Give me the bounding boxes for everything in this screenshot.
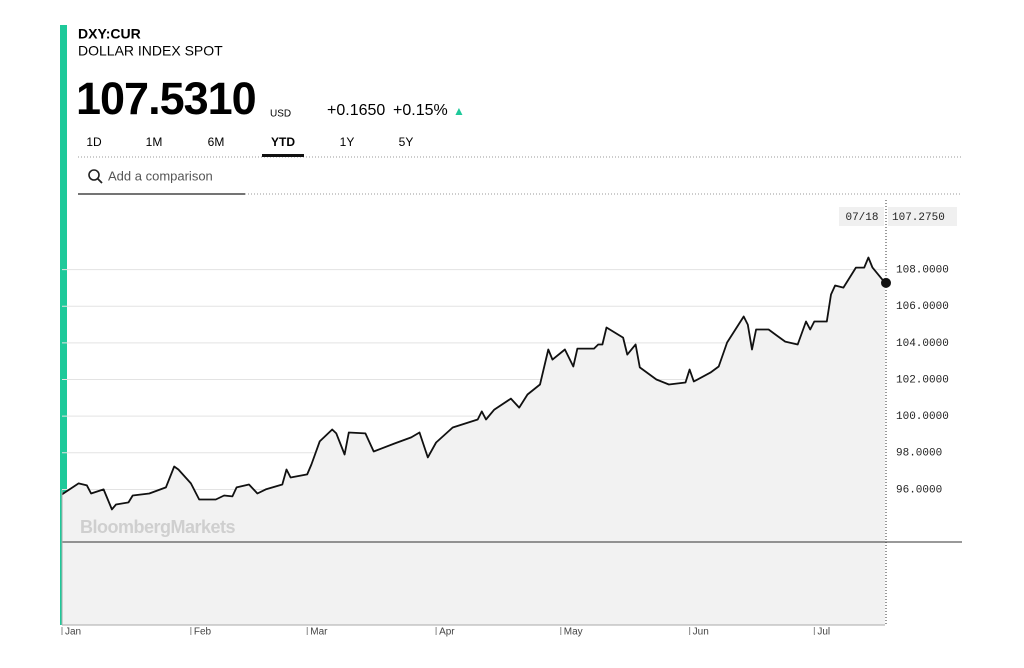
y-tick-label: 104.0000 (896, 338, 949, 350)
range-tab[interactable]: 1D (86, 135, 102, 149)
watermark: BloombergMarkets (80, 517, 236, 537)
y-tick-label: 98.0000 (896, 448, 942, 460)
crosshair-value: 107.2750 (892, 212, 945, 224)
y-tick-label: 106.0000 (896, 301, 949, 313)
tab-underline (262, 154, 304, 157)
range-tab[interactable]: 1Y (340, 135, 355, 149)
area-fill (62, 257, 885, 625)
range-tab[interactable]: YTD (271, 135, 295, 149)
y-tick-label: 102.0000 (896, 374, 949, 386)
x-tick-label: Jun (693, 627, 709, 638)
price: 107.5310 (76, 73, 256, 124)
x-tick-label: Apr (439, 627, 455, 638)
x-tick-label: Jul (817, 627, 830, 638)
x-tick-label: Jan (65, 627, 81, 638)
search-box[interactable]: Add a comparison (78, 168, 245, 195)
change-percent: +0.15% (393, 102, 448, 119)
currency: USD (270, 109, 291, 120)
x-tick-label: Mar (310, 627, 328, 638)
y-tick-label: 100.0000 (896, 411, 949, 423)
crosshair-value-box (888, 207, 957, 226)
y-tick-label: 96.0000 (896, 484, 942, 496)
range-tab[interactable]: 1M (146, 135, 163, 149)
change: +0.1650 (327, 102, 385, 119)
range-tab[interactable]: 5Y (399, 135, 414, 149)
crosshair-date-box (839, 207, 884, 226)
crosshair-date: 07/18 (845, 212, 878, 224)
search-icon (88, 169, 100, 181)
range-tab[interactable]: 6M (208, 135, 225, 149)
x-tick-label: Feb (194, 627, 212, 638)
up-arrow: ▲ (453, 104, 465, 118)
search-placeholder[interactable]: Add a comparison (108, 168, 213, 183)
x-tick-label: May (564, 627, 583, 638)
crosshair-point (881, 277, 891, 288)
accent-bar (60, 25, 67, 625)
instrument-name: DOLLAR INDEX SPOT (78, 43, 223, 59)
price-line (61, 256, 886, 511)
y-tick-label: 108.0000 (896, 265, 949, 277)
ticker: DXY:CUR (78, 26, 141, 42)
search-icon-handle (97, 178, 103, 184)
